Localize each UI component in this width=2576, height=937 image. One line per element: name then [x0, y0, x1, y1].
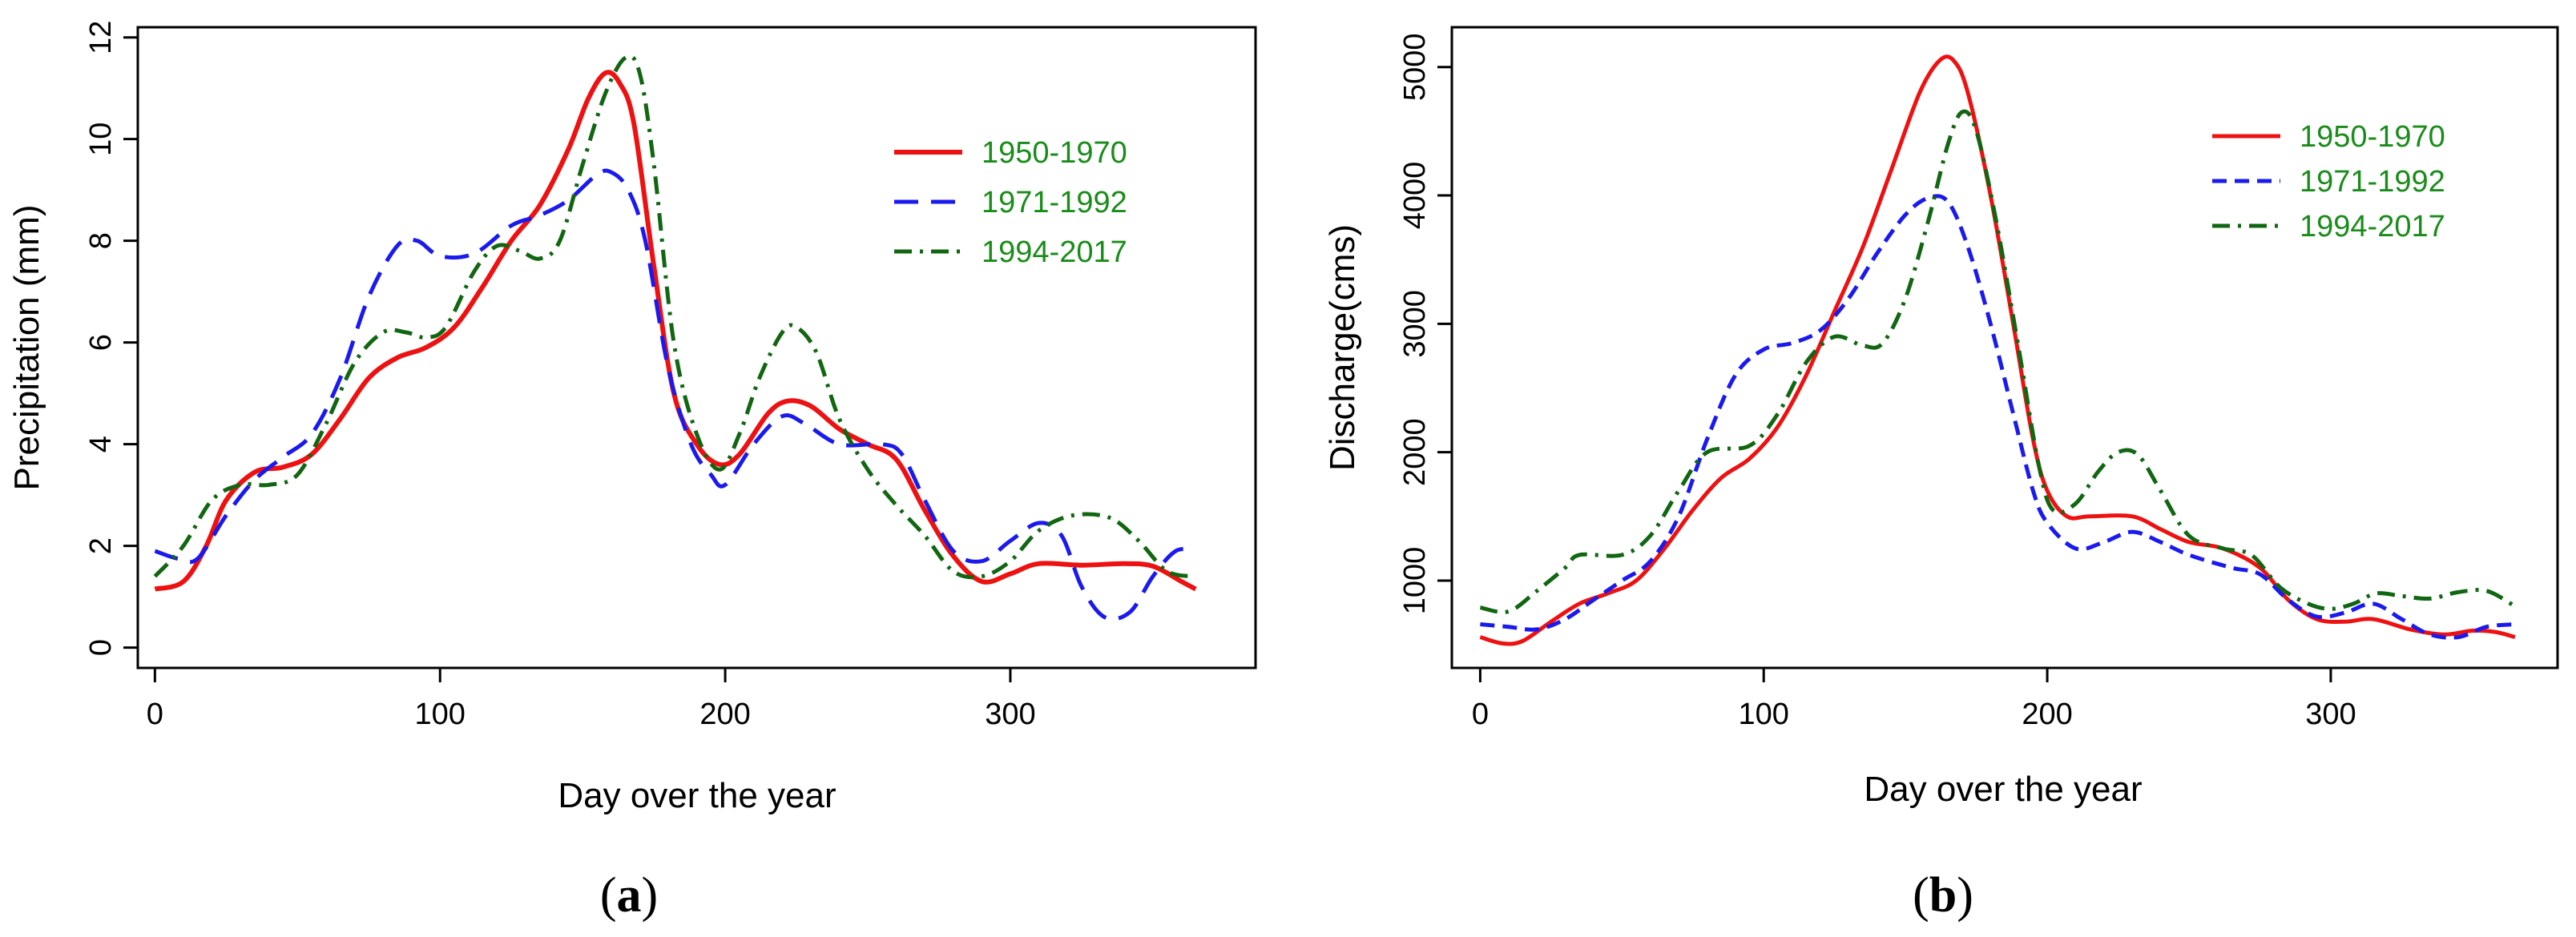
- x-tick-label: 300: [2305, 698, 2356, 731]
- legend-label-1971-1992: 1971-1992: [982, 186, 1127, 219]
- y-tick-label: 2000: [1398, 418, 1432, 486]
- y-tick-label: 2: [84, 537, 118, 554]
- x-tick-label: 0: [147, 698, 163, 731]
- legend-label-1950-1970: 1950-1970: [982, 136, 1127, 170]
- y-tick-label: 3000: [1398, 290, 1432, 358]
- y-tick-label: 10: [84, 123, 118, 156]
- panel-label-b: (b): [1913, 868, 1973, 923]
- legend-label-1994-2017: 1994-2017: [982, 235, 1127, 269]
- series-lines-a: [153, 54, 1197, 621]
- x-tick-label: 200: [699, 698, 750, 731]
- x-axis-ticks-b: 0 100 200 300: [1472, 668, 2356, 731]
- legend-label-1950-1970: 1950-1970: [2300, 120, 2445, 154]
- series-line-1971-1992: [154, 168, 1196, 621]
- x-tick-label: 100: [1739, 698, 1789, 731]
- y-tick-label: 6: [84, 334, 118, 351]
- series-line-1971-1992: [1480, 194, 2516, 640]
- y-tick-label: 1000: [1398, 547, 1432, 615]
- y-axis-ticks-b: 1000 2000 3000 4000 5000: [1398, 33, 1452, 614]
- series-line-1950-1970: [154, 70, 1197, 592]
- x-axis-ticks-a: 0 100 200 300: [147, 668, 1036, 731]
- x-tick-label: 200: [2022, 698, 2072, 731]
- x-tick-label: 300: [985, 698, 1035, 731]
- series-lines-b: [1479, 54, 2517, 646]
- plot-frame-b: [1450, 26, 2559, 670]
- y-tick-label: 5000: [1398, 33, 1432, 101]
- y-tick-label: 4000: [1398, 162, 1432, 230]
- legend-a: 1950-1970 1971-1992 1994-2017: [894, 136, 1127, 269]
- y-tick-label: 0: [84, 639, 118, 656]
- y-axis-ticks-a: 0 2 4 6 8 10 12: [84, 21, 138, 656]
- x-tick-label: 0: [1472, 698, 1489, 731]
- x-tick-label: 100: [415, 698, 466, 731]
- y-axis-title-b: Discharge(cms): [1323, 224, 1362, 471]
- y-axis-title-a: Precipitation (mm): [7, 205, 46, 491]
- chart-panel-b: 1000 2000 3000 4000 5000 0 100 200 300 Discharg…: [1323, 26, 2559, 923]
- plot-frame-a: [136, 26, 1257, 670]
- series-line-1994-2017: [153, 54, 1196, 580]
- x-axis-title-b: Day over the year: [1864, 770, 2142, 809]
- y-tick-label: 12: [84, 21, 118, 54]
- panel-label-a: (a): [600, 868, 658, 923]
- y-tick-label: 4: [84, 436, 118, 452]
- legend-b: 1950-1970 1971-1992 1994-2017: [2212, 120, 2445, 243]
- y-tick-label: 8: [84, 232, 118, 249]
- legend-label-1994-2017: 1994-2017: [2300, 210, 2445, 243]
- x-axis-title-a: Day over the year: [558, 776, 836, 815]
- legend-label-1971-1992: 1971-1992: [2300, 165, 2445, 199]
